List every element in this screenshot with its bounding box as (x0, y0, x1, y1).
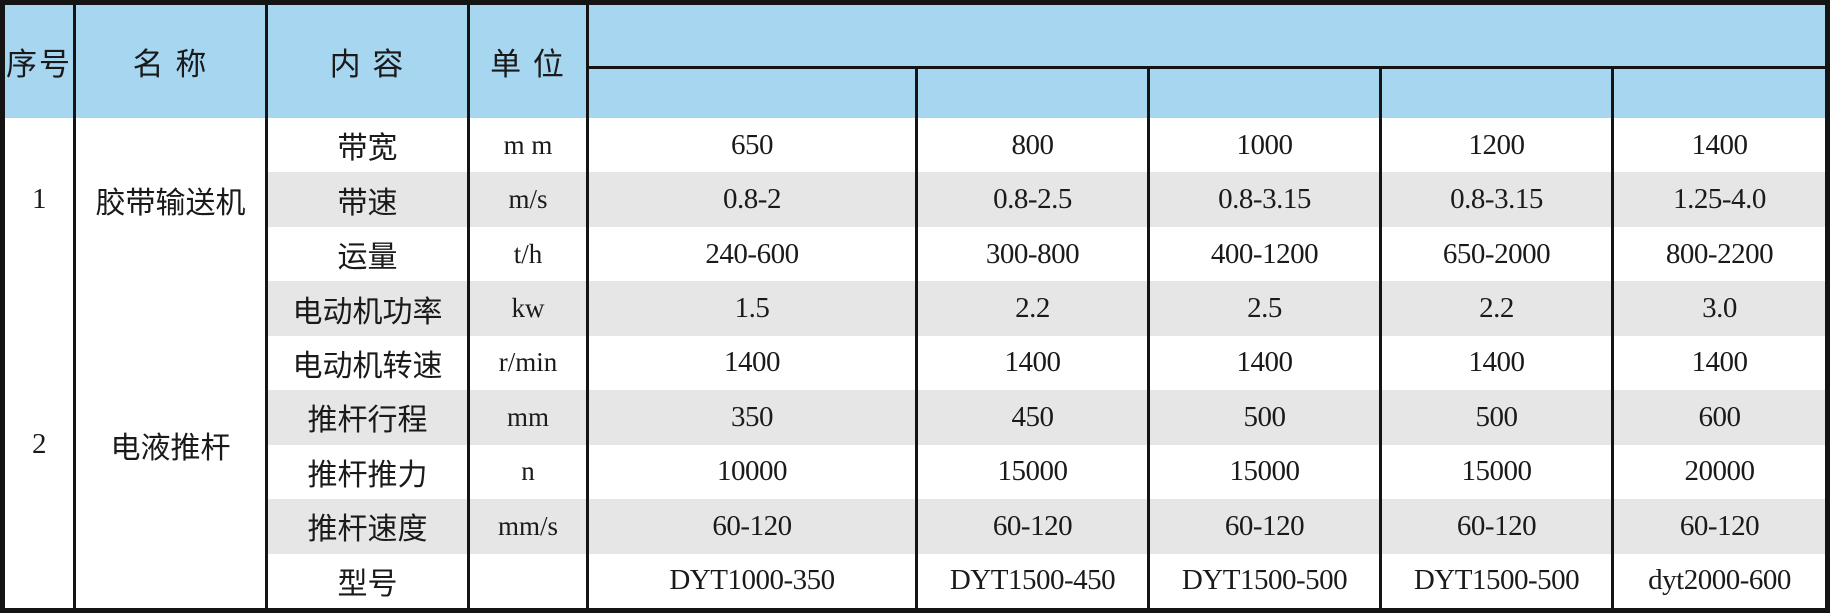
row-index-cell-1: 1 (32, 183, 47, 216)
header-col-index: 序号 (5, 5, 73, 118)
spec-value-cell: 1400 (1147, 335, 1379, 391)
spec-value-cell: 2.2 (915, 281, 1147, 336)
spec-unit-cell: t/h (467, 226, 586, 282)
spec-unit-cell: kw (467, 281, 586, 336)
spec-value-cell: 60-120 (1379, 499, 1611, 554)
spec-value-cell: DYT1500-450 (915, 553, 1147, 608)
spec-label-cell: 型号 (265, 553, 467, 608)
spec-value-cell: 60-120 (1147, 499, 1379, 554)
spec-label-cell: 电动机功率 (265, 281, 467, 336)
spec-value-cell: DYT1000-350 (586, 553, 915, 608)
spec-label-cell: 带速 (265, 172, 467, 227)
spec-value-cell: 400-1200 (1147, 226, 1379, 282)
spec-value-cell: 1400 (586, 335, 915, 391)
spec-value-cell: 240-600 (586, 226, 915, 282)
spec-value-cell: 800 (915, 118, 1147, 173)
spec-value-cell: 300-800 (915, 226, 1147, 282)
spec-unit-cell: m m (467, 118, 586, 173)
spec-value-cell: DYT1500-500 (1379, 553, 1611, 608)
header-model-col-1 (586, 69, 915, 118)
spec-value-cell: 1.25-4.0 (1611, 172, 1825, 227)
header-model-col-3 (1147, 69, 1379, 118)
spec-value-cell: 60-120 (1611, 499, 1825, 554)
spec-value-cell: 2.5 (1147, 281, 1379, 336)
spec-value-cell: 2.2 (1379, 281, 1611, 336)
spec-unit-cell: mm (467, 390, 586, 445)
spec-label-cell: 推杆推力 (265, 444, 467, 500)
spec-unit-cell: m/s (467, 172, 586, 227)
spec-value-cell: 15000 (1147, 444, 1379, 500)
spec-value-cell: 60-120 (915, 499, 1147, 554)
spec-value-cell: DYT1500-500 (1147, 553, 1379, 608)
spec-value-cell: 0.8-2.5 (915, 172, 1147, 227)
spec-value-cell: 1000 (1147, 118, 1379, 173)
spec-unit-cell: r/min (467, 335, 586, 391)
spec-label-cell: 电动机转速 (265, 335, 467, 391)
header-model-col-2 (915, 69, 1147, 118)
spec-value-cell: 10000 (586, 444, 915, 500)
spec-value-cell: 60-120 (586, 499, 915, 554)
spec-value-cell: 1.5 (586, 281, 915, 336)
spec-label-cell: 推杆速度 (265, 499, 467, 554)
spec-value-cell: 500 (1379, 390, 1611, 445)
spec-value-cell: 1400 (1611, 118, 1825, 173)
spec-value-cell: 0.8-2 (586, 172, 915, 227)
spec-value-cell: 1400 (1611, 335, 1825, 391)
spec-unit-cell: mm/s (467, 499, 586, 554)
header-col-unit: 单 位 (467, 5, 586, 118)
spec-value-cell: 650 (586, 118, 915, 173)
spec-value-cell: 0.8-3.15 (1379, 172, 1611, 227)
spec-value-cell: 600 (1611, 390, 1825, 445)
header-group-cell (586, 5, 1825, 69)
header-model-col-5 (1611, 69, 1825, 118)
spec-value-cell: 800-2200 (1611, 226, 1825, 282)
row-index-cell-2: 2 (32, 428, 47, 461)
header-model-col-4 (1379, 69, 1611, 118)
spec-value-cell: 3.0 (1611, 281, 1825, 336)
spec-value-cell: 0.8-3.15 (1147, 172, 1379, 227)
spec-value-cell: 450 (915, 390, 1147, 445)
spec-value-cell: 1200 (1379, 118, 1611, 173)
spec-label-cell: 推杆行程 (265, 390, 467, 445)
spec-value-cell: 15000 (915, 444, 1147, 500)
device-name-cell-2: 电液推杆 (73, 281, 265, 608)
spec-value-cell: 1400 (915, 335, 1147, 391)
header-col-content: 内 容 (265, 5, 467, 118)
spec-value-cell: 350 (586, 390, 915, 445)
spec-value-cell: 20000 (1611, 444, 1825, 500)
spec-label-cell: 运量 (265, 226, 467, 282)
spec-value-cell: 650-2000 (1379, 226, 1611, 282)
header-col-name: 名 称 (73, 5, 265, 118)
spec-unit-cell (467, 553, 586, 608)
spec-value-cell: dyt2000-600 (1611, 553, 1825, 608)
device-name-cell-1: 胶带输送机 (73, 118, 265, 282)
spec-value-cell: 1400 (1379, 335, 1611, 391)
spec-unit-cell: n (467, 444, 586, 500)
spec-label-cell: 带宽 (265, 118, 467, 173)
spec-value-cell: 15000 (1379, 444, 1611, 500)
spec-value-cell: 500 (1147, 390, 1379, 445)
